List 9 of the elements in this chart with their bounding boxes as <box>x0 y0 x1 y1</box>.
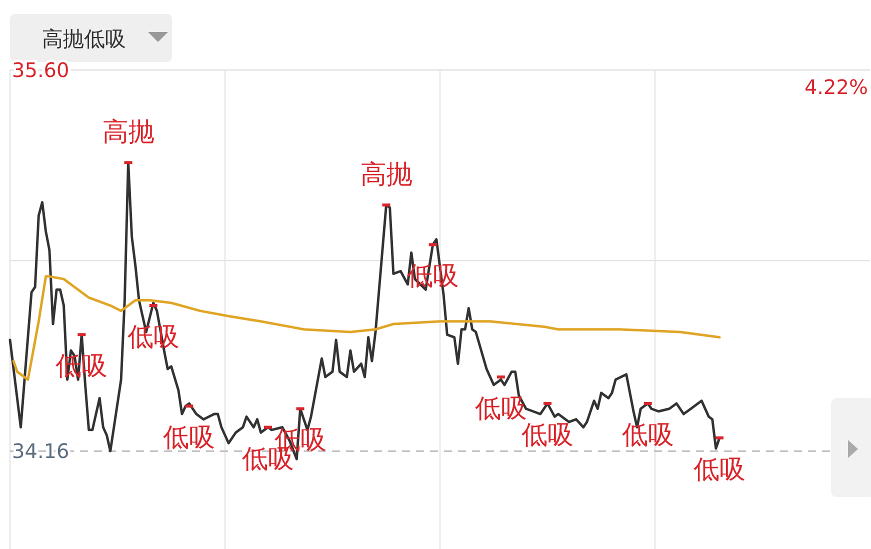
data-label: 低吸 <box>622 420 674 450</box>
y-tick-label: 34.16 <box>12 439 70 464</box>
data-label: 低吸 <box>163 423 216 454</box>
annotation: 4.22% <box>804 75 868 99</box>
data-label: 低吸 <box>694 454 746 485</box>
data-label: 高抛 <box>102 118 154 148</box>
chart-title: 高抛低吸 <box>42 27 126 51</box>
data-label: 高抛 <box>360 160 412 190</box>
dropdown-button: 高抛低吸 <box>10 14 172 62</box>
